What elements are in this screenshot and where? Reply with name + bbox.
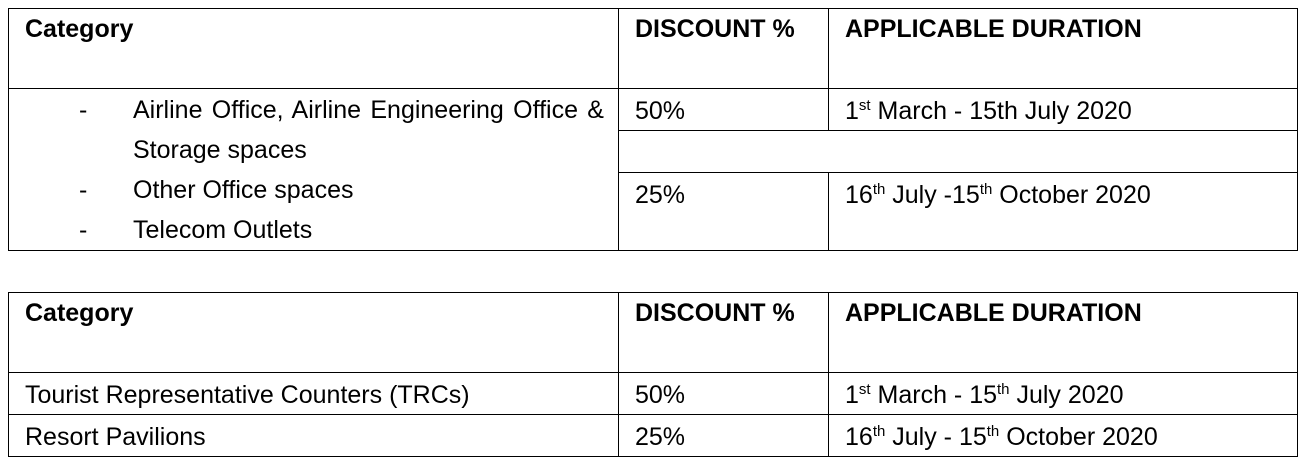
header-cell: APPLICABLE DURATION <box>828 8 1298 89</box>
discount-cell: 50% <box>618 87 829 132</box>
superscript: th <box>872 180 886 198</box>
category-cell: Tourist Representative Counters (TRCs) <box>8 372 619 415</box>
item-text: Other Office spaces <box>133 176 354 204</box>
list-item: - Telecom Outlets <box>9 210 604 250</box>
header-row: Category DISCOUNT % APPLICABLE DURATION <box>8 292 1298 373</box>
text-segment: 1 <box>845 381 859 409</box>
category-cell: Resort Pavilions <box>8 414 619 457</box>
row: Tourist Representative Counters (TRCs) 5… <box>8 372 1298 415</box>
category-list: - Airline Office, Airline Engineering Off… <box>8 88 619 251</box>
header-row: Category DISCOUNT % APPLICABLE DURATION <box>8 8 1298 89</box>
list-item: - Airline Office, Airline Engineering Off… <box>9 90 604 170</box>
discount-cell: 25% <box>618 414 829 457</box>
text-segment: October 2020 <box>999 423 1158 451</box>
header-cell: Category <box>8 8 619 89</box>
duration-cell: 1st March - 15th July 2020 <box>828 87 1298 132</box>
superscript: st <box>858 97 871 114</box>
superscript: th <box>979 180 993 198</box>
text-segment: July - 15 <box>885 423 987 451</box>
spacer-row <box>9 130 1298 173</box>
marker: - <box>79 216 88 244</box>
text-segment: March - 15th July 2020 <box>870 97 1132 125</box>
header-cell: Category <box>8 292 619 373</box>
row: Resort Pavilions 25% 16th July - 15th Oc… <box>8 414 1298 457</box>
duration-cell: 16th July - 15th October 2020 <box>828 414 1298 457</box>
header-cell: DISCOUNT % <box>618 8 829 89</box>
table: Category DISCOUNT % APPLICABLE DURATION … <box>8 8 1298 251</box>
text-segment: July -15 <box>885 180 980 209</box>
superscript: th <box>872 423 886 440</box>
superscript: th <box>997 381 1010 398</box>
duration-cell: 16th July -15th October 2020 <box>828 171 1298 251</box>
table: Category DISCOUNT % APPLICABLE DURATION … <box>8 292 1298 457</box>
empty-cell <box>618 130 1298 173</box>
header-cell: APPLICABLE DURATION <box>828 292 1298 373</box>
discount-cell: 50% <box>618 372 829 415</box>
text-segment: 16 <box>845 423 873 451</box>
duration-cell: 1st March - 15th July 2020 <box>828 372 1298 415</box>
marker: - <box>79 176 88 204</box>
text-segment: March - 15 <box>870 381 998 409</box>
marker: - <box>79 96 88 124</box>
text-segment: July 2020 <box>1009 381 1124 409</box>
superscript: th <box>986 423 1000 440</box>
row: - Airline Office, Airline Engineering Off… <box>8 87 1298 251</box>
header-cell: DISCOUNT % <box>618 292 829 373</box>
text-segment: October 2020 <box>992 180 1151 209</box>
superscript: st <box>858 381 871 398</box>
text-segment: 16 <box>845 180 873 209</box>
discount-cell: 25% <box>618 171 829 251</box>
text-segment: 1 <box>845 97 859 125</box>
item-text: Telecom Outlets <box>133 216 313 244</box>
item-text: Airline Office, Airline Engineering Offi… <box>133 96 604 164</box>
list-item: - Other Office spaces <box>9 170 604 210</box>
row: 25% 16th July -15th October 2020 <box>9 171 1298 251</box>
